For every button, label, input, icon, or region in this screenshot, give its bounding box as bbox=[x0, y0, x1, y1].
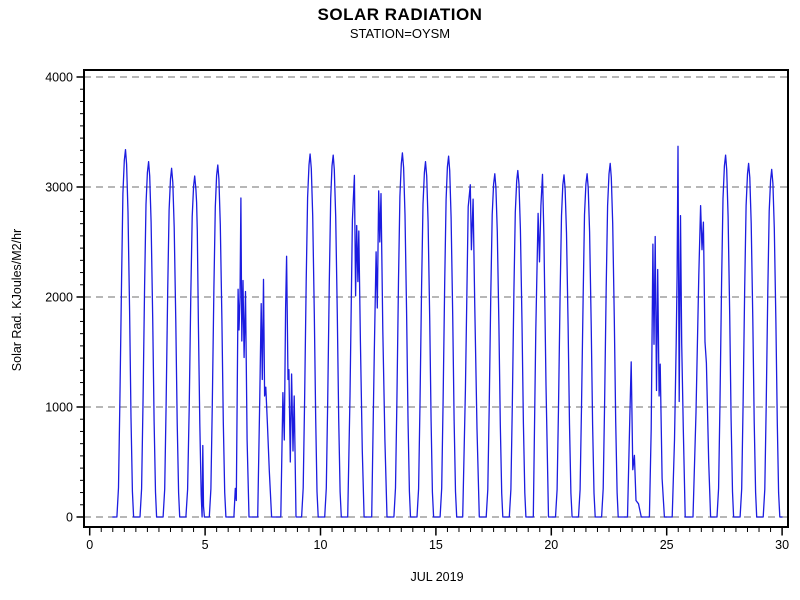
data-line bbox=[112, 145, 783, 518]
y-tick-label: 2000 bbox=[45, 291, 73, 305]
x-tick-label: 5 bbox=[202, 538, 209, 552]
plot-frame bbox=[83, 69, 789, 528]
x-tick-label: 30 bbox=[775, 538, 789, 552]
y-tick-label: 4000 bbox=[45, 71, 73, 85]
x-tick-label: 25 bbox=[660, 538, 674, 552]
x-tick-label: 15 bbox=[429, 538, 443, 552]
y-tick-label: 1000 bbox=[45, 401, 73, 415]
y-tick-label: 0 bbox=[66, 511, 73, 525]
x-axis-label: JUL 2019 bbox=[410, 570, 464, 584]
y-tick-label: 3000 bbox=[45, 181, 73, 195]
x-tick-label: 0 bbox=[86, 538, 93, 552]
x-tick-label: 20 bbox=[544, 538, 558, 552]
x-tick-label: 10 bbox=[314, 538, 328, 552]
chart-subtitle: STATION=OYSM bbox=[349, 26, 451, 41]
chart-title: SOLAR RADIATION bbox=[317, 5, 483, 24]
